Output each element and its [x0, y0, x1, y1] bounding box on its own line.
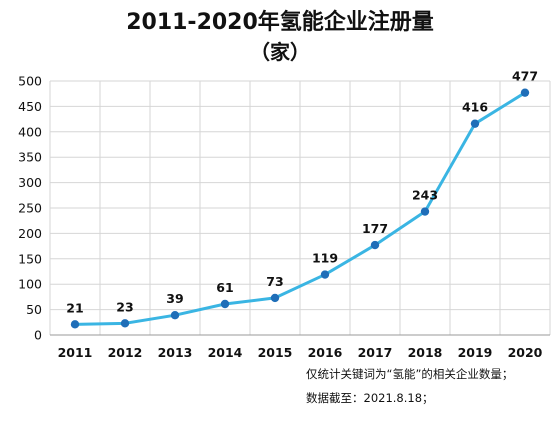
chart-subtitle: （家） — [250, 40, 310, 64]
series-line-layer — [73, 91, 527, 326]
x-tick-label: 2011 — [58, 345, 93, 360]
data-point — [270, 293, 280, 303]
footnote-date: 数据截至：2021.8.18； — [306, 391, 434, 405]
data-label: 243 — [412, 188, 438, 203]
y-tick-label: 450 — [18, 99, 42, 114]
chart-title: 2011-2020年氢能企业注册量 — [126, 10, 434, 35]
y-tick-label: 400 — [18, 124, 42, 139]
data-labels: 21 23 39 61 73 119 177 243 416 477 — [66, 69, 538, 316]
data-points — [70, 88, 530, 329]
data-label: 21 — [66, 300, 83, 315]
x-tick-label: 2017 — [358, 345, 393, 360]
y-tick-label: 300 — [18, 175, 42, 190]
y-tick-label: 50 — [26, 302, 42, 317]
data-point — [220, 299, 230, 309]
data-label: 416 — [462, 100, 488, 115]
x-tick-label: 2013 — [158, 345, 193, 360]
data-point — [420, 207, 430, 216]
data-point — [320, 270, 330, 279]
data-point — [170, 310, 180, 320]
x-tick-label: 2012 — [108, 345, 143, 360]
chart-grid — [49, 80, 551, 335]
data-label: 39 — [166, 291, 183, 306]
y-tick-label: 200 — [18, 226, 42, 241]
data-point — [120, 319, 130, 328]
data-label: 177 — [362, 221, 388, 236]
x-tick-label: 2016 — [308, 345, 343, 360]
data-label: 23 — [116, 299, 133, 314]
y-tick-label: 150 — [18, 251, 42, 266]
x-tick-label: 2018 — [408, 345, 443, 360]
y-tick-label: 350 — [18, 150, 42, 165]
y-tick-label: 500 — [18, 74, 42, 89]
x-tick-label: 2014 — [208, 345, 243, 360]
data-point — [370, 240, 380, 250]
data-point — [70, 320, 80, 329]
x-tick-label: 2015 — [258, 345, 293, 360]
y-tick-label: 100 — [18, 277, 42, 292]
x-tick-label: 2019 — [458, 345, 493, 360]
data-point — [470, 119, 480, 128]
footnote-keyword: 仅统计关键词为“氢能”的相关企业数量； — [306, 367, 514, 381]
x-tick-label: 2020 — [508, 345, 543, 360]
y-tick-label: 0 — [34, 328, 42, 343]
data-label: 61 — [216, 280, 233, 295]
y-tick-label: 250 — [18, 201, 42, 216]
data-label: 73 — [266, 274, 283, 289]
data-label: 119 — [312, 251, 338, 266]
series-line — [73, 91, 527, 326]
data-point — [520, 88, 530, 97]
data-label: 477 — [512, 69, 538, 84]
chart-axes: 0 50 100 150 200 250 300 350 400 450 500 2011 2012 20… — [18, 74, 550, 360]
